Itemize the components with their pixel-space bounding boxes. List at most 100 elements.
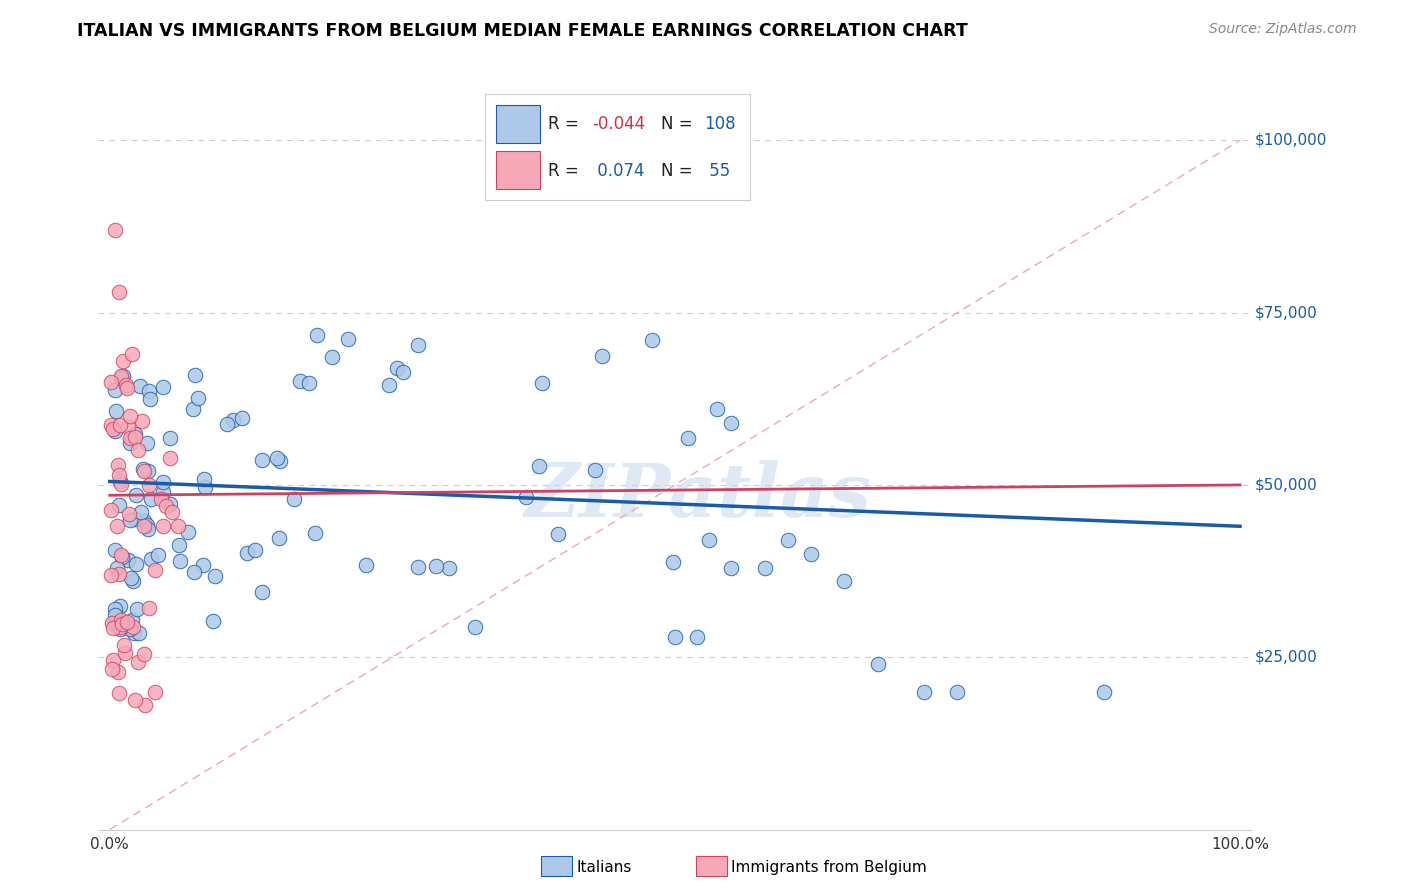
Point bbox=[134, 698, 156, 712]
Point bbox=[834, 574, 856, 589]
Point bbox=[720, 560, 742, 574]
Point bbox=[111, 550, 134, 565]
Text: $25,000: $25,000 bbox=[1254, 649, 1317, 665]
Point bbox=[697, 533, 720, 547]
Point bbox=[120, 571, 142, 585]
Point bbox=[591, 350, 613, 364]
Text: N =: N = bbox=[661, 162, 697, 180]
Point bbox=[104, 602, 127, 616]
Point bbox=[307, 327, 329, 342]
Text: ZIPatlas: ZIPatlas bbox=[524, 459, 872, 533]
Text: $50,000: $50,000 bbox=[1254, 477, 1317, 492]
Point bbox=[912, 684, 935, 698]
Point bbox=[110, 548, 132, 562]
Point bbox=[105, 518, 128, 533]
Point bbox=[110, 371, 132, 385]
Point bbox=[132, 519, 155, 533]
Point bbox=[104, 223, 127, 237]
Point bbox=[267, 531, 290, 545]
Point bbox=[776, 533, 799, 547]
Point bbox=[115, 378, 138, 392]
Point bbox=[754, 560, 776, 574]
Point bbox=[204, 568, 226, 582]
Point bbox=[122, 574, 145, 588]
Point bbox=[531, 376, 554, 390]
Point bbox=[202, 614, 225, 628]
Point bbox=[686, 630, 709, 644]
Point bbox=[406, 560, 429, 574]
Point bbox=[100, 503, 122, 517]
Point bbox=[298, 376, 321, 390]
Point bbox=[136, 464, 159, 478]
Point bbox=[107, 458, 129, 472]
Point bbox=[108, 418, 131, 433]
Point bbox=[221, 413, 243, 427]
Point bbox=[181, 401, 204, 416]
Text: Immigrants from Belgium: Immigrants from Belgium bbox=[731, 860, 927, 874]
Point bbox=[304, 525, 326, 540]
Point bbox=[799, 547, 821, 561]
Text: $75,000: $75,000 bbox=[1254, 305, 1317, 320]
Point bbox=[661, 555, 683, 569]
Point bbox=[122, 626, 145, 640]
Point bbox=[110, 617, 132, 632]
Point bbox=[124, 426, 146, 441]
Point bbox=[678, 431, 700, 445]
Text: Source: ZipAtlas.com: Source: ZipAtlas.com bbox=[1209, 22, 1357, 37]
Point bbox=[101, 616, 124, 631]
Point bbox=[515, 490, 537, 504]
Point bbox=[110, 622, 132, 636]
Point bbox=[121, 347, 143, 361]
Point bbox=[868, 657, 890, 672]
Point bbox=[118, 507, 141, 521]
Point bbox=[159, 497, 181, 511]
Text: ITALIAN VS IMMIGRANTS FROM BELGIUM MEDIAN FEMALE EARNINGS CORRELATION CHART: ITALIAN VS IMMIGRANTS FROM BELGIUM MEDIA… bbox=[77, 22, 969, 40]
Point bbox=[100, 568, 122, 582]
Point bbox=[392, 365, 415, 379]
Point bbox=[115, 381, 138, 395]
Point bbox=[269, 453, 291, 467]
Point bbox=[120, 513, 142, 527]
Point bbox=[121, 613, 143, 627]
Point bbox=[283, 491, 305, 506]
Point bbox=[139, 492, 162, 507]
Point bbox=[134, 514, 156, 528]
Point bbox=[139, 552, 162, 566]
Point bbox=[641, 333, 664, 347]
Point bbox=[236, 546, 259, 560]
Point bbox=[321, 350, 343, 364]
Point bbox=[184, 368, 207, 382]
FancyBboxPatch shape bbox=[496, 151, 540, 189]
Point bbox=[529, 459, 551, 474]
Point bbox=[149, 491, 172, 506]
Point bbox=[152, 519, 174, 533]
Point bbox=[132, 461, 155, 475]
Point bbox=[191, 558, 214, 572]
Point bbox=[118, 431, 141, 445]
Point bbox=[266, 450, 288, 465]
Point bbox=[138, 392, 160, 406]
Point bbox=[336, 332, 359, 346]
Point bbox=[108, 474, 131, 488]
Point bbox=[127, 655, 149, 669]
Point bbox=[159, 451, 181, 466]
Point bbox=[183, 565, 205, 579]
Point bbox=[946, 684, 969, 698]
Point bbox=[152, 484, 174, 499]
Point bbox=[127, 443, 149, 458]
Point bbox=[108, 620, 131, 634]
Point bbox=[108, 498, 131, 512]
Point bbox=[378, 378, 401, 392]
Point bbox=[138, 601, 160, 615]
Text: -0.044: -0.044 bbox=[592, 115, 645, 134]
Point bbox=[108, 566, 131, 581]
Point bbox=[136, 518, 159, 533]
Point bbox=[143, 563, 166, 577]
Point bbox=[104, 607, 127, 622]
Point bbox=[217, 417, 239, 431]
Point bbox=[124, 693, 146, 707]
Text: 108: 108 bbox=[704, 115, 735, 134]
Point bbox=[425, 559, 447, 574]
Text: N =: N = bbox=[661, 115, 697, 134]
Point bbox=[464, 620, 486, 634]
